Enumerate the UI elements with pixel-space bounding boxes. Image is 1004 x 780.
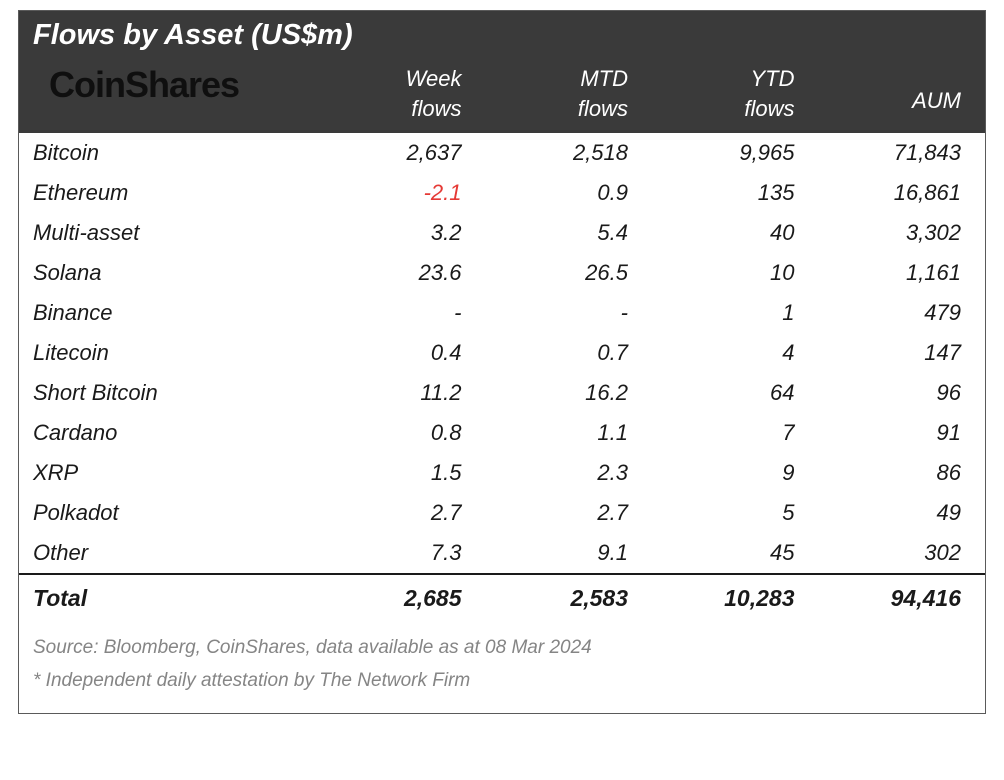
cell-ytd: 1 <box>652 293 819 333</box>
cell-week: 0.8 <box>319 413 486 453</box>
cell-aum: 49 <box>819 493 986 533</box>
cell-mtd: 2.7 <box>486 493 653 533</box>
col-header-week-l2: flows <box>333 94 462 124</box>
cell-aum: 479 <box>819 293 986 333</box>
cell-mtd: 2,518 <box>486 133 653 173</box>
cell-aum: 302 <box>819 533 986 573</box>
cell-aum: 71,843 <box>819 133 986 173</box>
cell-week: - <box>319 293 486 333</box>
cell-week: 1.5 <box>319 453 486 493</box>
footer-source: Source: Bloomberg, CoinShares, data avai… <box>33 632 971 664</box>
cell-mtd: 2.3 <box>486 453 653 493</box>
footer-attestation: * Independent daily attestation by The N… <box>33 665 971 697</box>
total-label: Total <box>19 575 319 622</box>
cell-week: -2.1 <box>319 173 486 213</box>
cell-mtd: 16.2 <box>486 373 653 413</box>
table-row: Short Bitcoin11.216.26496 <box>19 373 985 413</box>
table-row: Other7.39.145302 <box>19 533 985 573</box>
table-row: Solana23.626.5101,161 <box>19 253 985 293</box>
total-aum: 94,416 <box>819 575 986 622</box>
table-row: Ethereum-2.10.913516,861 <box>19 173 985 213</box>
col-header-mtd-l2: flows <box>500 94 629 124</box>
cell-asset: Litecoin <box>19 333 319 373</box>
cell-asset: Other <box>19 533 319 573</box>
table-row: Bitcoin2,6372,5189,96571,843 <box>19 133 985 173</box>
col-header-asset <box>19 56 319 133</box>
cell-asset: Polkadot <box>19 493 319 533</box>
cell-mtd: 9.1 <box>486 533 653 573</box>
cell-ytd: 9 <box>652 453 819 493</box>
col-header-ytd-l2: flows <box>666 94 795 124</box>
cell-asset: Short Bitcoin <box>19 373 319 413</box>
cell-asset: Solana <box>19 253 319 293</box>
cell-aum: 86 <box>819 453 986 493</box>
total-week: 2,685 <box>319 575 486 622</box>
cell-aum: 1,161 <box>819 253 986 293</box>
cell-asset: Cardano <box>19 413 319 453</box>
col-header-week-l1: Week <box>333 64 462 94</box>
cell-aum: 16,861 <box>819 173 986 213</box>
cell-mtd: 0.7 <box>486 333 653 373</box>
cell-week: 11.2 <box>319 373 486 413</box>
cell-week: 23.6 <box>319 253 486 293</box>
col-header-mtd-l1: MTD <box>500 64 629 94</box>
cell-mtd: 26.5 <box>486 253 653 293</box>
cell-asset: XRP <box>19 453 319 493</box>
cell-aum: 96 <box>819 373 986 413</box>
cell-mtd: 0.9 <box>486 173 653 213</box>
col-header-aum: AUM <box>819 56 986 133</box>
col-header-week: Week flows <box>319 56 486 133</box>
cell-mtd: - <box>486 293 653 333</box>
cell-aum: 147 <box>819 333 986 373</box>
cell-ytd: 40 <box>652 213 819 253</box>
cell-asset: Binance <box>19 293 319 333</box>
cell-mtd: 5.4 <box>486 213 653 253</box>
total-row: Total 2,685 2,583 10,283 94,416 <box>19 573 985 622</box>
cell-ytd: 7 <box>652 413 819 453</box>
col-header-ytd: YTD flows <box>652 56 819 133</box>
cell-ytd: 9,965 <box>652 133 819 173</box>
cell-ytd: 45 <box>652 533 819 573</box>
cell-ytd: 4 <box>652 333 819 373</box>
table-title: Flows by Asset (US$m) <box>19 11 985 56</box>
cell-ytd: 10 <box>652 253 819 293</box>
table-row: Binance--1479 <box>19 293 985 333</box>
cell-ytd: 135 <box>652 173 819 213</box>
cell-asset: Multi-asset <box>19 213 319 253</box>
table-row: XRP1.52.3986 <box>19 453 985 493</box>
cell-asset: Ethereum <box>19 173 319 213</box>
table-row: Polkadot2.72.7549 <box>19 493 985 533</box>
cell-ytd: 64 <box>652 373 819 413</box>
cell-asset: Bitcoin <box>19 133 319 173</box>
total-ytd: 10,283 <box>652 575 819 622</box>
col-header-ytd-l1: YTD <box>666 64 795 94</box>
cell-ytd: 5 <box>652 493 819 533</box>
cell-week: 7.3 <box>319 533 486 573</box>
table-row: Multi-asset3.25.4403,302 <box>19 213 985 253</box>
table-footer: Source: Bloomberg, CoinShares, data avai… <box>19 622 985 713</box>
total-mtd: 2,583 <box>486 575 653 622</box>
cell-week: 0.4 <box>319 333 486 373</box>
cell-aum: 91 <box>819 413 986 453</box>
cell-week: 2,637 <box>319 133 486 173</box>
cell-week: 3.2 <box>319 213 486 253</box>
col-header-mtd: MTD flows <box>486 56 653 133</box>
cell-mtd: 1.1 <box>486 413 653 453</box>
table-body: Bitcoin2,6372,5189,96571,843Ethereum-2.1… <box>19 133 985 573</box>
cell-aum: 3,302 <box>819 213 986 253</box>
flows-table: Flows by Asset (US$m) CoinShares Week fl… <box>18 10 986 714</box>
table-row: Litecoin0.40.74147 <box>19 333 985 373</box>
table-header-row: CoinShares Week flows MTD flows YTD flow… <box>19 56 985 133</box>
table-row: Cardano0.81.1791 <box>19 413 985 453</box>
cell-week: 2.7 <box>319 493 486 533</box>
